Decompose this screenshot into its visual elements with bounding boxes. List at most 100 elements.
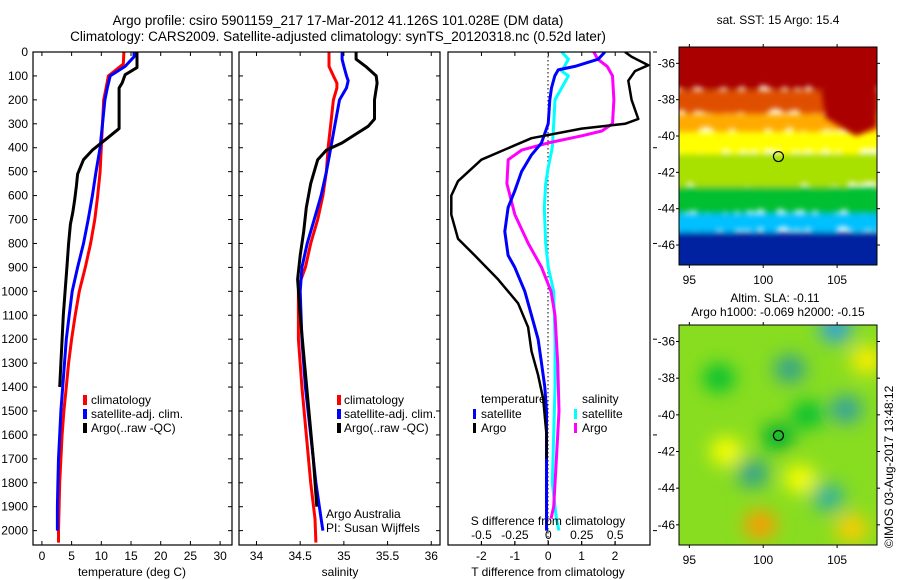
legend-label-s-argo: Argo <box>582 421 608 435</box>
figure-title-line2: Climatology: CARS2009. Satellite-adjuste… <box>70 29 606 44</box>
legend-label-climatology: climatology <box>344 393 404 407</box>
legend-swatch-climatology <box>83 395 87 405</box>
legend-swatch-climatology <box>337 395 341 405</box>
series-line-argo-raw-qc- <box>58 52 139 388</box>
annotation-pi: PI: Susan Wijffels <box>326 521 420 535</box>
lat-tick-label: -38 <box>658 93 676 107</box>
lat-tick-label: -46 <box>658 518 676 532</box>
lat-tick-label: -40 <box>658 408 676 422</box>
series-line-argo-raw-qc- <box>296 52 379 507</box>
lon-tick-label: 95 <box>683 273 697 287</box>
depth-tick-label: 300 <box>8 117 28 131</box>
x-tick-label: 35 <box>337 549 351 563</box>
lon-tick-label: 105 <box>827 273 847 287</box>
figure-title-line1: Argo profile: csiro 5901159_217 17-Mar-2… <box>112 13 564 28</box>
lon-tick-label: 100 <box>753 273 773 287</box>
annotation-argo-australia: Argo Australia <box>326 507 401 521</box>
series-line-temperature-argo <box>450 52 650 459</box>
difference-axes-box <box>447 51 651 546</box>
x-tick-label: 15 <box>124 549 138 563</box>
sst-band <box>679 132 877 160</box>
sst-warm-region <box>814 47 877 137</box>
depth-tick-label: 400 <box>8 141 28 155</box>
sst-band <box>679 186 877 220</box>
legend-label-t-satellite: satellite <box>481 407 522 421</box>
sla-anomaly-blob <box>791 400 824 429</box>
sst-heatmap <box>679 47 877 265</box>
sla-heatmap <box>679 325 877 545</box>
x-tick-label: 30 <box>213 549 227 563</box>
depth-tick-label: 700 <box>8 213 28 227</box>
legend-swatch-t-argo <box>473 423 476 433</box>
sla-anomaly-blob <box>819 325 852 343</box>
depth-tick-label: 500 <box>8 165 28 179</box>
sla-anomaly-blob <box>710 437 743 466</box>
x-tick-label: 5 <box>68 549 75 563</box>
sst-band <box>679 154 877 193</box>
depth-tick-label: 2000 <box>1 524 28 538</box>
series-line-climatology <box>296 52 339 543</box>
legend-header-temperature: temperature <box>481 392 546 406</box>
temperature-ticks: 0 5 10 15 20 25 30 <box>33 51 232 563</box>
temperature-legend: climatology satellite-adj. clim. Argo(..… <box>83 393 183 435</box>
legend-swatch-t-satellite <box>473 409 476 419</box>
sla-anomaly-blob <box>773 355 806 383</box>
salinity-lines <box>296 52 379 543</box>
lat-tick-label: -46 <box>658 238 676 252</box>
lat-tick-label: -36 <box>658 56 676 70</box>
x-tick-label: 25 <box>184 549 198 563</box>
lat-tick-label: -42 <box>658 445 676 459</box>
sla-anomalies <box>702 325 877 543</box>
sla-map-title-line2: Argo h1000: -0.069 h2000: -0.15 <box>691 305 865 319</box>
legend-label-satellite: satellite-adj. clim. <box>91 407 183 421</box>
difference-panel: -2 -1 0 1 2 -0.5 -0.25 0 0.25 0.5 S difference fr… <box>447 51 657 579</box>
sla-anomaly-blob <box>744 510 777 539</box>
salinity-legend: climatology satellite-adj. clim. Argo(..… <box>337 393 436 435</box>
temperature-panel: 0 5 10 15 20 25 30 0 100 200 300 400 500 600 700 800 90… <box>1 45 233 579</box>
lon-tick-label: 105 <box>827 553 847 567</box>
x-tick-label: 20 <box>154 549 168 563</box>
lat-tick-label: -42 <box>658 165 676 179</box>
sla-anomaly-blob <box>702 364 735 393</box>
depth-tick-label: 100 <box>8 69 28 83</box>
x-tick-label: 34 <box>250 549 264 563</box>
salinity-ticks: 34 34.5 35 35.5 36 <box>239 51 440 563</box>
series-line-satellite-adj-clim- <box>55 52 136 531</box>
argo-position-marker <box>772 150 785 163</box>
legend-swatch-argo <box>83 423 87 433</box>
sla-anomaly-blob <box>784 465 817 493</box>
series-line-salinity-argo <box>505 52 616 520</box>
imos-credit: ©IMOS 03-Aug-2017 13:48:12 <box>882 385 896 548</box>
depth-tick-label: 1200 <box>1 332 28 346</box>
sla-anomaly-blob <box>812 483 845 512</box>
series-line-salinity-satellite <box>542 52 570 531</box>
sst-map-frame <box>678 46 878 266</box>
sla-map-ticks: -36 -38 -40 -42 -44 -46 95 100 105 <box>658 322 880 567</box>
t-tick-label: -2 <box>476 549 487 563</box>
sst-band <box>679 232 877 265</box>
depth-tick-label: 0 <box>21 45 28 59</box>
sla-map-panel: Altim. SLA: -0.11 Argo h1000: -0.069 h20… <box>658 291 880 567</box>
lat-tick-label: -36 <box>658 335 676 349</box>
legend-label-climatology: climatology <box>91 393 151 407</box>
s-tick-label: -0.5 <box>471 528 492 542</box>
difference-lines <box>450 52 650 531</box>
lat-tick-label: -38 <box>658 371 676 385</box>
sla-map-frame <box>678 324 878 546</box>
legend-swatch-s-satellite <box>574 409 577 419</box>
legend-label-argo: Argo(..raw -QC) <box>91 421 176 435</box>
difference-ticks: -2 -1 0 1 2 -0.5 -0.25 0 0.25 0.5 <box>471 51 657 563</box>
legend-label-t-argo: Argo <box>481 421 507 435</box>
sst-map-title: sat. SST: 15 Argo: 15.4 <box>717 13 840 27</box>
s-tick-label: 0.5 <box>607 528 624 542</box>
t-tick-label: 1 <box>578 549 585 563</box>
s-tick-label: 0 <box>545 528 552 542</box>
legend-swatch-argo <box>337 423 341 433</box>
s-tick-label: 0.25 <box>570 528 594 542</box>
series-line-climatology <box>57 52 126 543</box>
sla-anomaly-blob <box>736 459 769 488</box>
lat-tick-label: -40 <box>658 129 676 143</box>
sla-anomaly-blob <box>762 422 794 451</box>
x-tick-label: 34.5 <box>288 549 312 563</box>
